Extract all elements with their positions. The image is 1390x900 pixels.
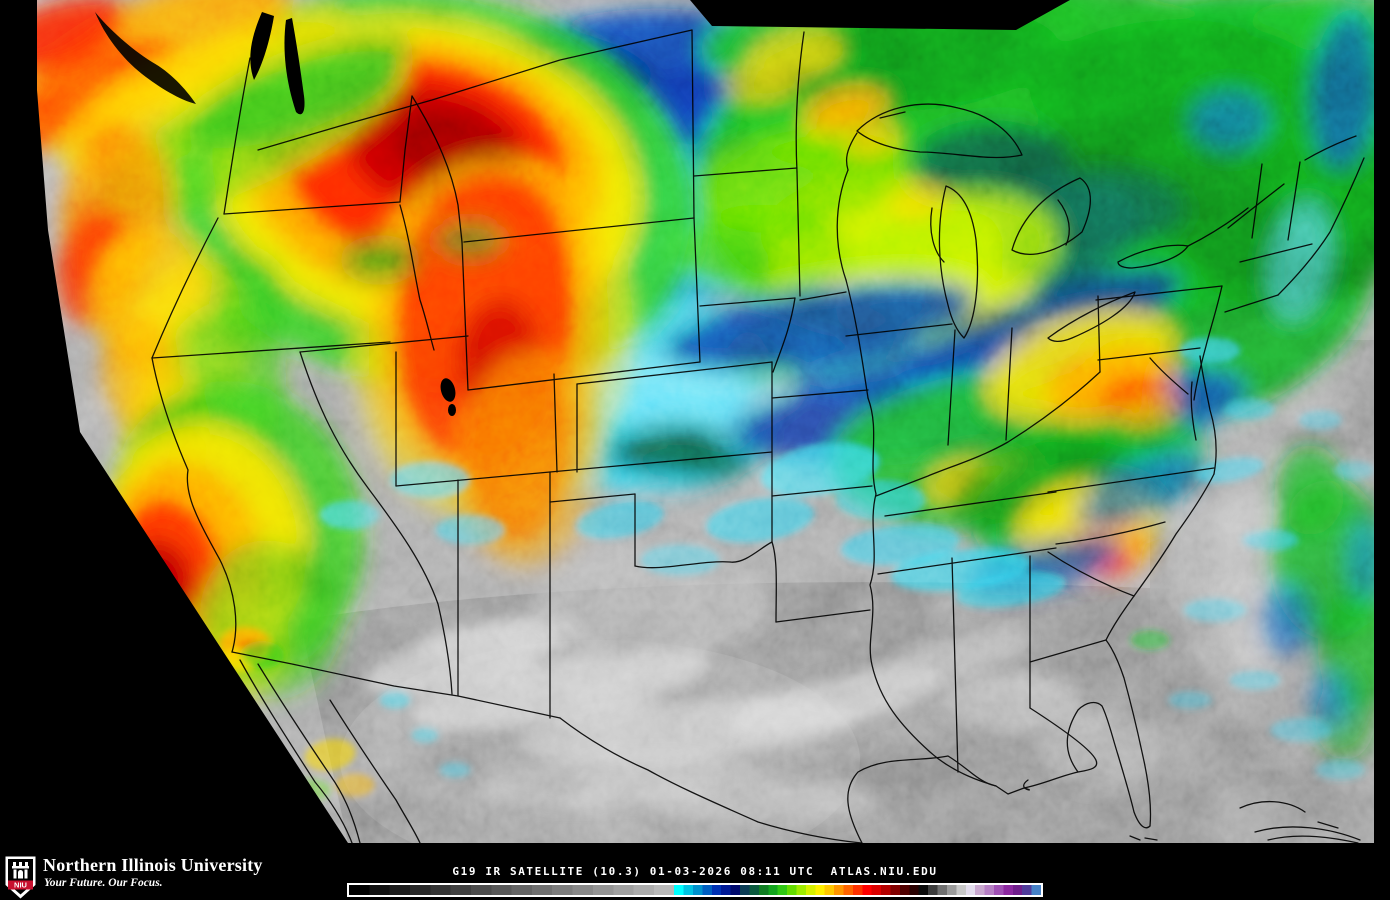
imagery-clipped bbox=[37, 0, 1374, 843]
brand-tagline: Your Future. Our Focus. bbox=[44, 877, 163, 889]
state-borders bbox=[151, 29, 1365, 843]
footer-bar: NIU Northern Illinois University Your Fu… bbox=[0, 845, 1390, 900]
castle-icon bbox=[12, 862, 29, 879]
image-caption: G19 IR SATELLITE (10.3) 01-03-2026 08:11… bbox=[452, 865, 938, 878]
niu-shield-logo: NIU bbox=[5, 856, 36, 899]
pacific-nw-coast-detail bbox=[95, 12, 456, 416]
niu-acronym: NIU bbox=[14, 881, 27, 890]
satellite-imagery bbox=[37, 0, 1374, 843]
colorbar bbox=[347, 883, 1043, 897]
ir-satellite-map bbox=[37, 0, 1374, 843]
niu-red-band bbox=[8, 880, 33, 890]
brand-wordmark: Northern Illinois University bbox=[43, 855, 263, 875]
